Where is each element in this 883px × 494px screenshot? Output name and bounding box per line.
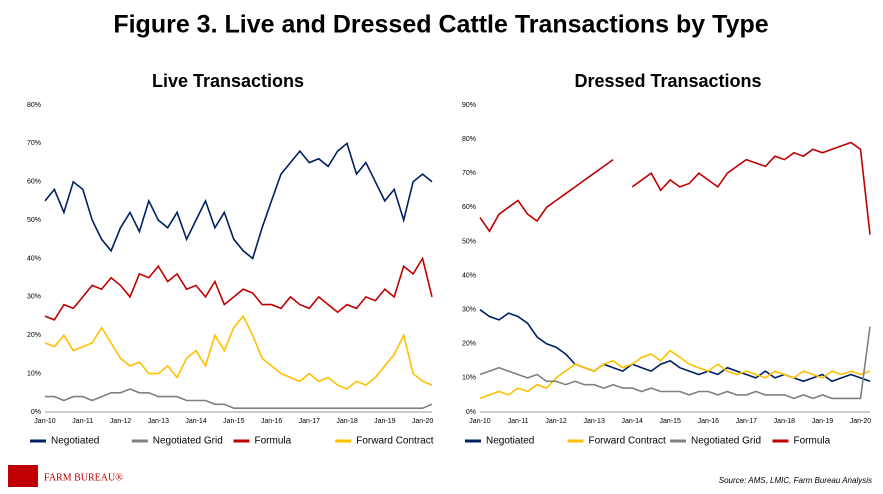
logo-text: FARM BUREAU® [44,472,123,483]
y-tick-label: 80% [462,136,476,143]
series-line [631,141,871,235]
x-tick-label: Jan-14 [185,418,207,425]
legend-label: Formula [794,436,831,447]
series-line [44,256,433,321]
figure-title: Figure 3. Live and Dressed Cattle Transa… [113,11,768,39]
x-tick-label: Jan-12 [545,418,567,425]
series-line [479,158,614,233]
x-tick-label: Jan-20 [412,418,434,425]
y-tick-label: 20% [462,341,476,348]
series-line [479,309,871,383]
x-tick-label: Jan-11 [72,418,93,425]
x-tick-label: Jan-16 [261,418,283,425]
y-tick-label: 0% [31,409,41,416]
x-tick-label: Jan-11 [508,418,529,425]
chart-title: Dressed Transactions [574,71,761,91]
x-tick-label: Jan-17 [299,418,321,425]
y-tick-label: 90% [462,102,476,109]
x-tick-label: Jan-10 [34,418,56,425]
legend-label: Negotiated [486,436,534,447]
series-line [45,388,433,409]
series-line [44,142,433,260]
y-tick-label: 20% [27,332,41,339]
y-tick-label: 80% [27,102,41,109]
y-tick-label: 10% [462,375,476,382]
legend-label: Formula [255,436,292,447]
x-tick-label: Jan-12 [110,418,132,425]
x-tick-label: Jan-19 [374,418,396,425]
series-line [479,326,871,400]
y-tick-label: 60% [462,204,476,211]
x-tick-label: Jan-14 [621,418,643,425]
x-tick-label: Jan-19 [812,418,834,425]
y-tick-label: 50% [27,217,41,224]
x-tick-label: Jan-20 [850,418,872,425]
legend-label: Forward Contract [589,436,666,447]
x-tick-label: Jan-18 [774,418,796,425]
y-tick-label: 40% [462,272,476,279]
y-tick-label: 60% [27,179,41,186]
legend-label: Negotiated Grid [153,436,223,447]
x-tick-label: Jan-15 [223,418,245,425]
source: Source: AMS, LMIC, Farm Bureau Analysis [719,476,872,485]
chart-title: Live Transactions [152,71,304,91]
y-tick-label: 30% [462,307,476,314]
y-tick-label: 10% [27,370,41,377]
x-tick-label: Jan-15 [660,418,682,425]
legend-label: Negotiated [51,436,99,447]
x-tick-label: Jan-13 [148,418,170,425]
y-tick-label: 40% [27,255,41,262]
x-tick-label: Jan-18 [336,418,358,425]
legend-label: Negotiated Grid [691,436,761,447]
series-line [44,314,433,390]
x-tick-label: Jan-16 [698,418,720,425]
logo-mark [8,465,38,487]
logo: FARM BUREAU® [8,465,123,487]
y-tick-label: 30% [27,294,41,301]
x-tick-label: Jan-10 [469,418,491,425]
y-tick-label: 70% [462,170,476,177]
y-tick-label: 0% [466,409,476,416]
legend-label: Forward Contract [356,436,433,447]
x-tick-label: Jan-13 [583,418,605,425]
y-tick-label: 50% [462,238,476,245]
x-tick-label: Jan-17 [736,418,758,425]
y-tick-label: 70% [27,140,41,147]
series-line [479,349,871,400]
